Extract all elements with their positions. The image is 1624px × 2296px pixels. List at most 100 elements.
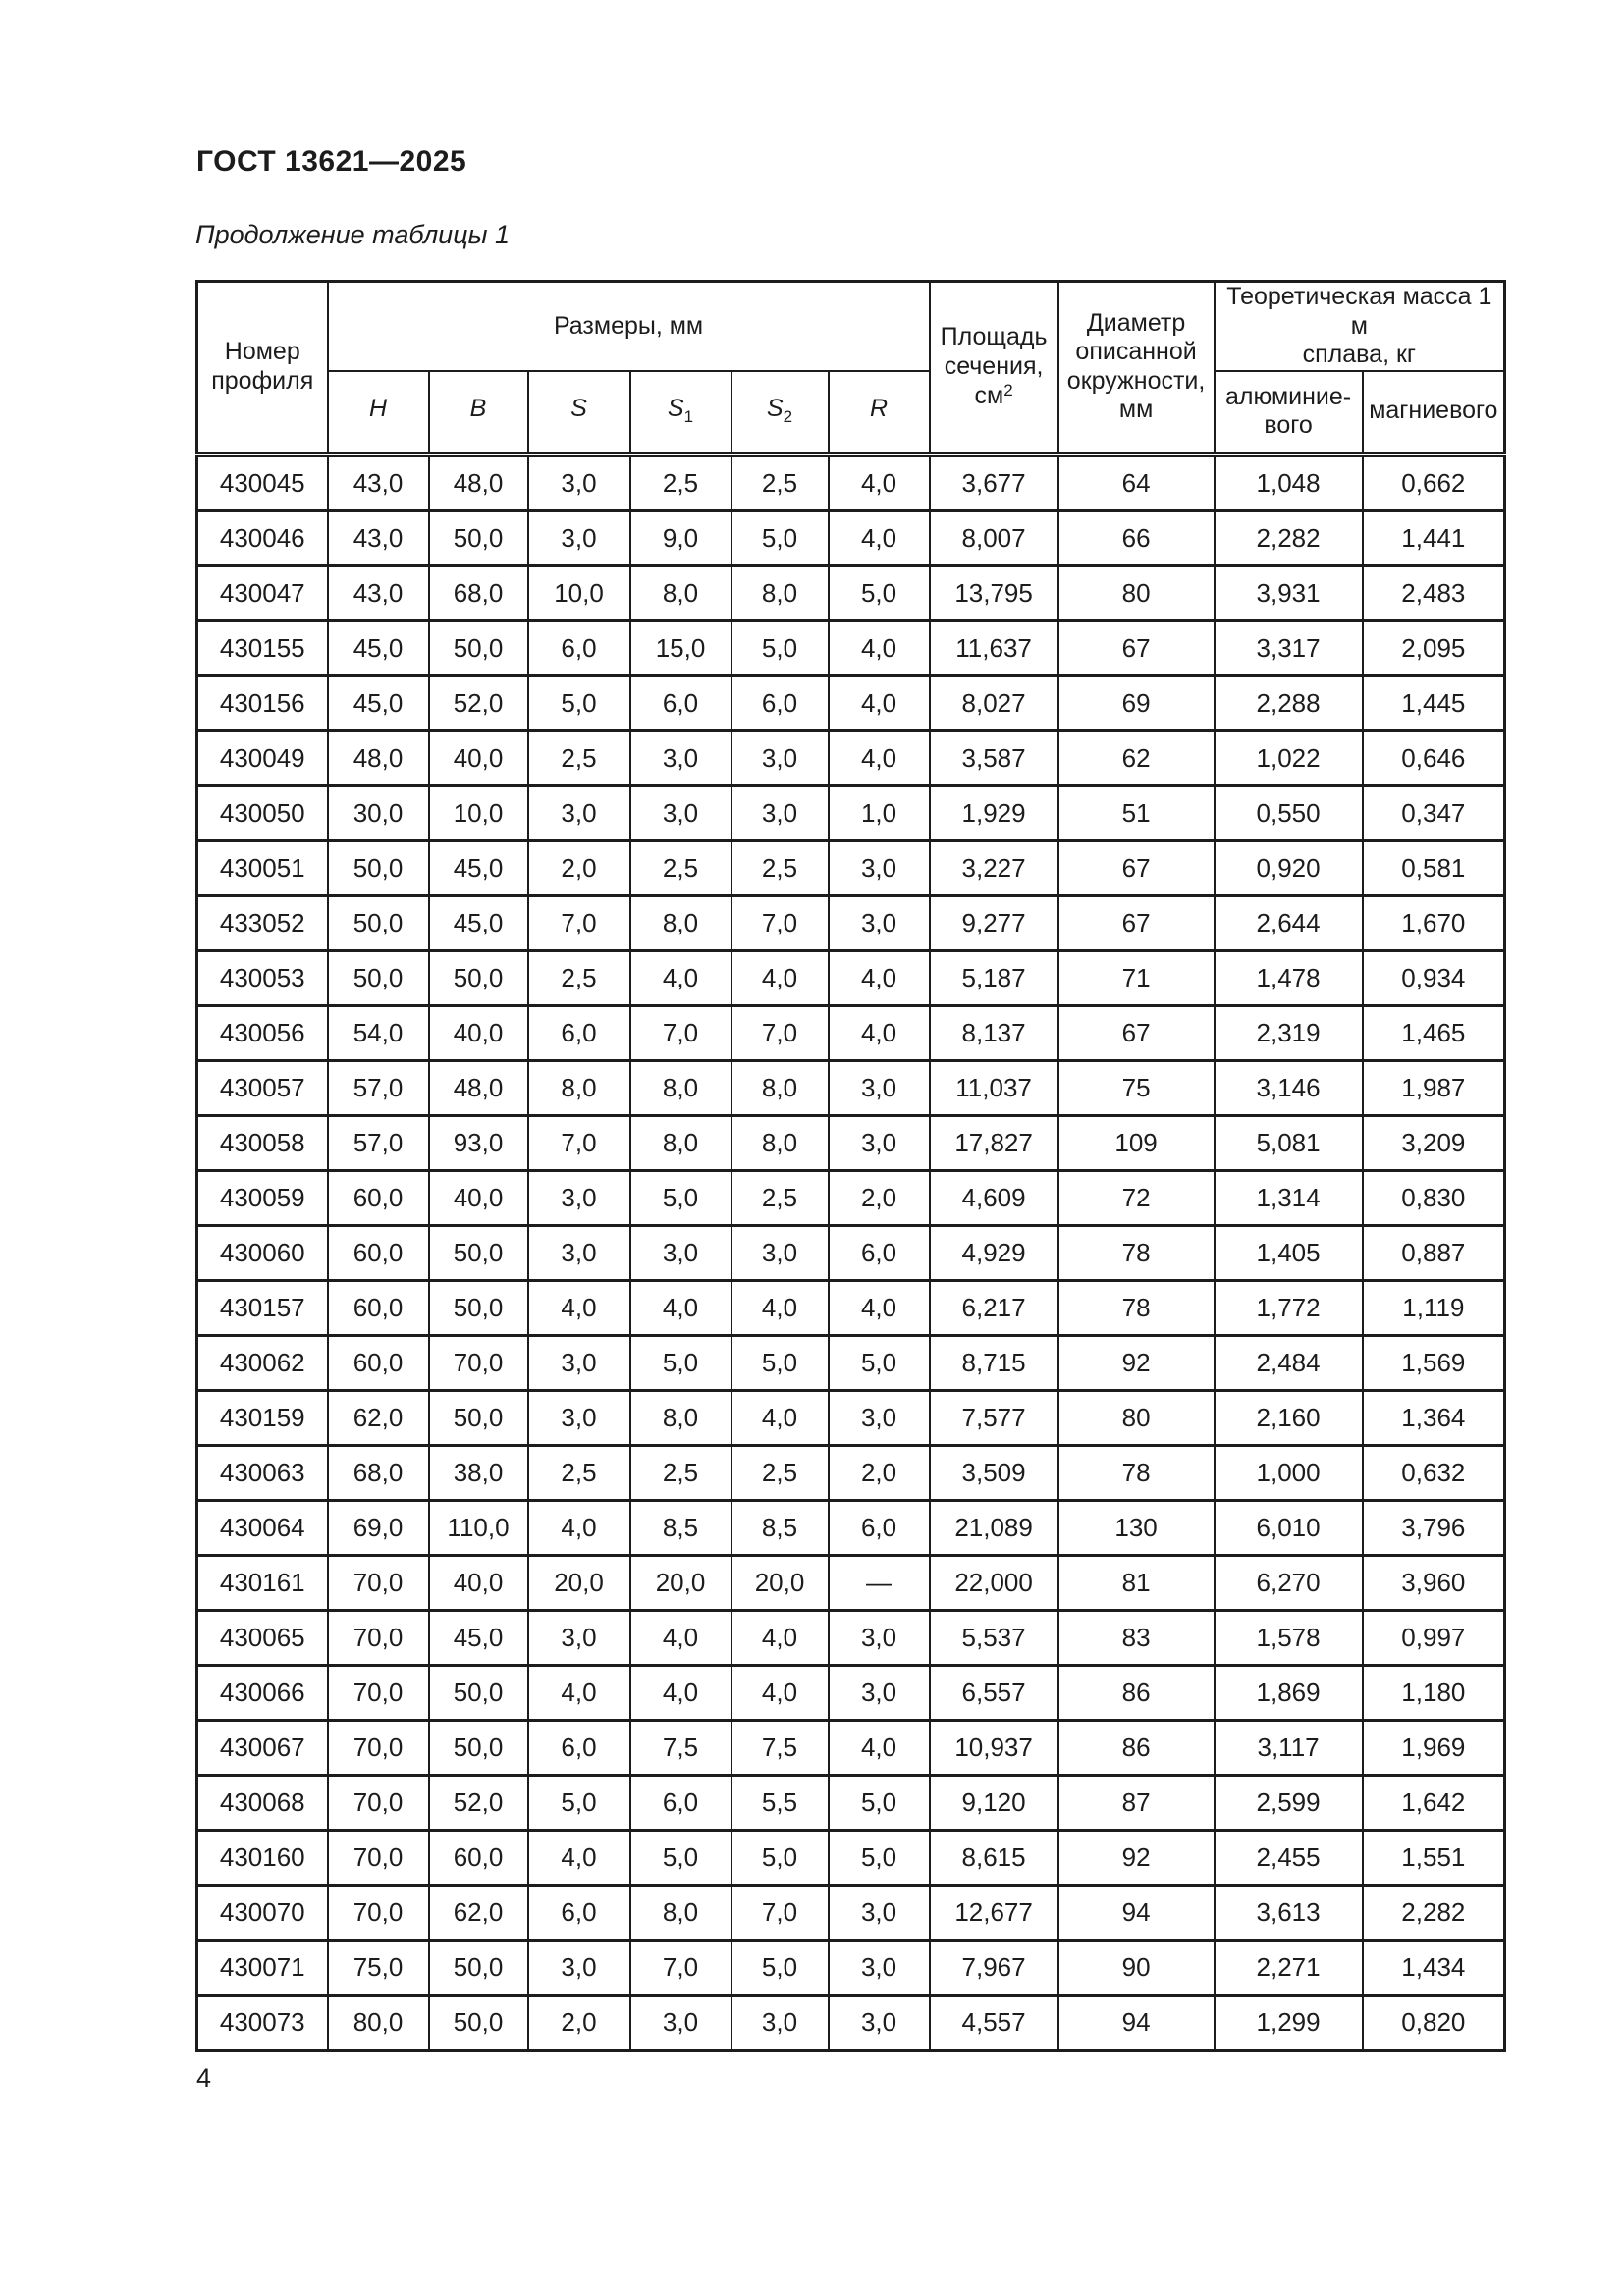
cell-S1: 6,0 <box>628 673 732 732</box>
cell-S2: 4,0 <box>730 1278 830 1337</box>
mass-group-label: Теоретическая масса 1 м сплава, кг <box>1226 283 1492 369</box>
cell-mass-magnesium: 0,581 <box>1361 838 1506 897</box>
cell-section-area: 21,089 <box>928 1498 1059 1557</box>
table-row: 430066 70,0 50,0 4,0 4,0 4,0 3,0 6,557 86 1,869 1,… <box>195 1663 1506 1722</box>
cell-section-area: 8,007 <box>928 508 1059 567</box>
header-row-groups: Номер профиля Размеры, мм Площадь сечени… <box>195 280 1506 457</box>
cell-B: 50,0 <box>427 1938 529 1997</box>
cell-H: 57,0 <box>326 1058 430 1117</box>
cell-S: 3,0 <box>526 1388 631 1447</box>
cell-S1: 8,0 <box>628 893 732 952</box>
cell-profile-number: 430159 <box>195 1388 329 1447</box>
cell-mass-magnesium: 3,796 <box>1361 1498 1506 1557</box>
cell-S1: 8,0 <box>628 563 732 622</box>
cell-mass-magnesium: 1,119 <box>1361 1278 1506 1337</box>
cell-S2: 7,0 <box>730 1003 830 1062</box>
cell-R: — <box>827 1553 931 1612</box>
cell-mass-aluminum: 6,010 <box>1213 1498 1364 1557</box>
cell-profile-number: 430066 <box>195 1663 329 1722</box>
cell-mass-magnesium: 1,642 <box>1361 1773 1506 1832</box>
cell-diameter: 81 <box>1056 1553 1216 1612</box>
area-label: Площадь сечения, <box>940 323 1048 380</box>
cell-profile-number: 430057 <box>195 1058 329 1117</box>
cell-S2: 2,5 <box>730 1168 830 1227</box>
cell-S1: 4,0 <box>628 1278 732 1337</box>
cell-B: 50,0 <box>427 948 529 1007</box>
cell-section-area: 11,637 <box>928 618 1059 677</box>
cell-S1: 8,0 <box>628 1388 732 1447</box>
cell-S2: 5,0 <box>730 508 830 567</box>
table-row: 430068 70,0 52,0 5,0 6,0 5,5 5,0 9,120 87 2,599 1,… <box>195 1773 1506 1832</box>
cell-B: 40,0 <box>427 1003 529 1062</box>
cell-S2: 5,0 <box>730 1828 830 1887</box>
col-header-S1: S1 <box>628 369 732 457</box>
cell-S: 3,0 <box>526 1168 631 1227</box>
area-unit-exponent: 2 <box>1003 381 1013 400</box>
cell-mass-aluminum: 1,000 <box>1213 1443 1364 1502</box>
cell-H: 43,0 <box>326 563 430 622</box>
cell-R: 3,0 <box>827 1058 931 1117</box>
cell-S: 4,0 <box>526 1828 631 1887</box>
cell-S1: 3,0 <box>628 783 732 842</box>
cell-S: 10,0 <box>526 563 631 622</box>
cell-S2: 6,0 <box>730 673 830 732</box>
cell-B: 50,0 <box>427 618 529 677</box>
cell-section-area: 1,929 <box>928 783 1059 842</box>
cell-section-area: 3,227 <box>928 838 1059 897</box>
cell-R: 4,0 <box>827 1718 931 1777</box>
cell-S1: 5,0 <box>628 1333 732 1392</box>
cell-mass-aluminum: 1,048 <box>1213 453 1364 512</box>
cell-section-area: 8,027 <box>928 673 1059 732</box>
cell-H: 68,0 <box>326 1443 430 1502</box>
cell-diameter: 64 <box>1056 453 1216 512</box>
cell-diameter: 87 <box>1056 1773 1216 1832</box>
cell-S: 20,0 <box>526 1553 631 1612</box>
cell-H: 62,0 <box>326 1388 430 1447</box>
cell-section-area: 3,677 <box>928 453 1059 512</box>
cell-diameter: 78 <box>1056 1278 1216 1337</box>
cell-R: 3,0 <box>827 1113 931 1172</box>
cell-profile-number: 430157 <box>195 1278 329 1337</box>
cell-H: 45,0 <box>326 673 430 732</box>
cell-diameter: 75 <box>1056 1058 1216 1117</box>
table-row: 430067 70,0 50,0 6,0 7,5 7,5 4,0 10,937 86 3,117 1… <box>195 1718 1506 1777</box>
cell-profile-number: 430070 <box>195 1883 329 1942</box>
table-row: 430073 80,0 50,0 2,0 3,0 3,0 3,0 4,557 94 1,299 0,… <box>195 1993 1506 2052</box>
cell-R: 4,0 <box>827 508 931 567</box>
cell-diameter: 92 <box>1056 1828 1216 1887</box>
cell-B: 50,0 <box>427 1718 529 1777</box>
cell-S1: 5,0 <box>628 1828 732 1887</box>
table-row: 430070 70,0 62,0 6,0 8,0 7,0 3,0 12,677 94 3,613 2… <box>195 1883 1506 1942</box>
cell-S1: 9,0 <box>628 508 732 567</box>
cell-H: 75,0 <box>326 1938 430 1997</box>
cell-mass-magnesium: 0,347 <box>1361 783 1506 842</box>
cell-B: 50,0 <box>427 1388 529 1447</box>
cell-R: 5,0 <box>827 1333 931 1392</box>
cell-diameter: 67 <box>1056 893 1216 952</box>
cell-S2: 8,0 <box>730 563 830 622</box>
cell-diameter: 67 <box>1056 1003 1216 1062</box>
cell-S: 5,0 <box>526 673 631 732</box>
cell-profile-number: 430045 <box>195 453 329 512</box>
table-row: 430047 43,0 68,0 10,0 8,0 8,0 5,0 13,795 80 3,931… <box>195 563 1506 622</box>
cell-S: 6,0 <box>526 1003 631 1062</box>
cell-S: 3,0 <box>526 508 631 567</box>
area-unit: см <box>974 382 1004 409</box>
cell-profile-number: 430046 <box>195 508 329 567</box>
cell-R: 3,0 <box>827 1883 931 1942</box>
cell-profile-number: 430056 <box>195 1003 329 1062</box>
cell-mass-aluminum: 0,550 <box>1213 783 1364 842</box>
cell-mass-magnesium: 3,960 <box>1361 1553 1506 1612</box>
table-row: 430051 50,0 45,0 2,0 2,5 2,5 3,0 3,227 67 0,920 0,… <box>195 838 1506 897</box>
cell-R: 6,0 <box>827 1223 931 1282</box>
cell-R: 3,0 <box>827 893 931 952</box>
cell-S2: 3,0 <box>730 1223 830 1282</box>
cell-mass-aluminum: 2,319 <box>1213 1003 1364 1062</box>
cell-S: 5,0 <box>526 1773 631 1832</box>
cell-mass-aluminum: 2,271 <box>1213 1938 1364 1997</box>
cell-mass-magnesium: 0,934 <box>1361 948 1506 1007</box>
cell-diameter: 71 <box>1056 948 1216 1007</box>
cell-profile-number: 430156 <box>195 673 329 732</box>
cell-H: 70,0 <box>326 1663 430 1722</box>
col-header-mass-aluminum: алюминие- вого <box>1213 369 1364 457</box>
